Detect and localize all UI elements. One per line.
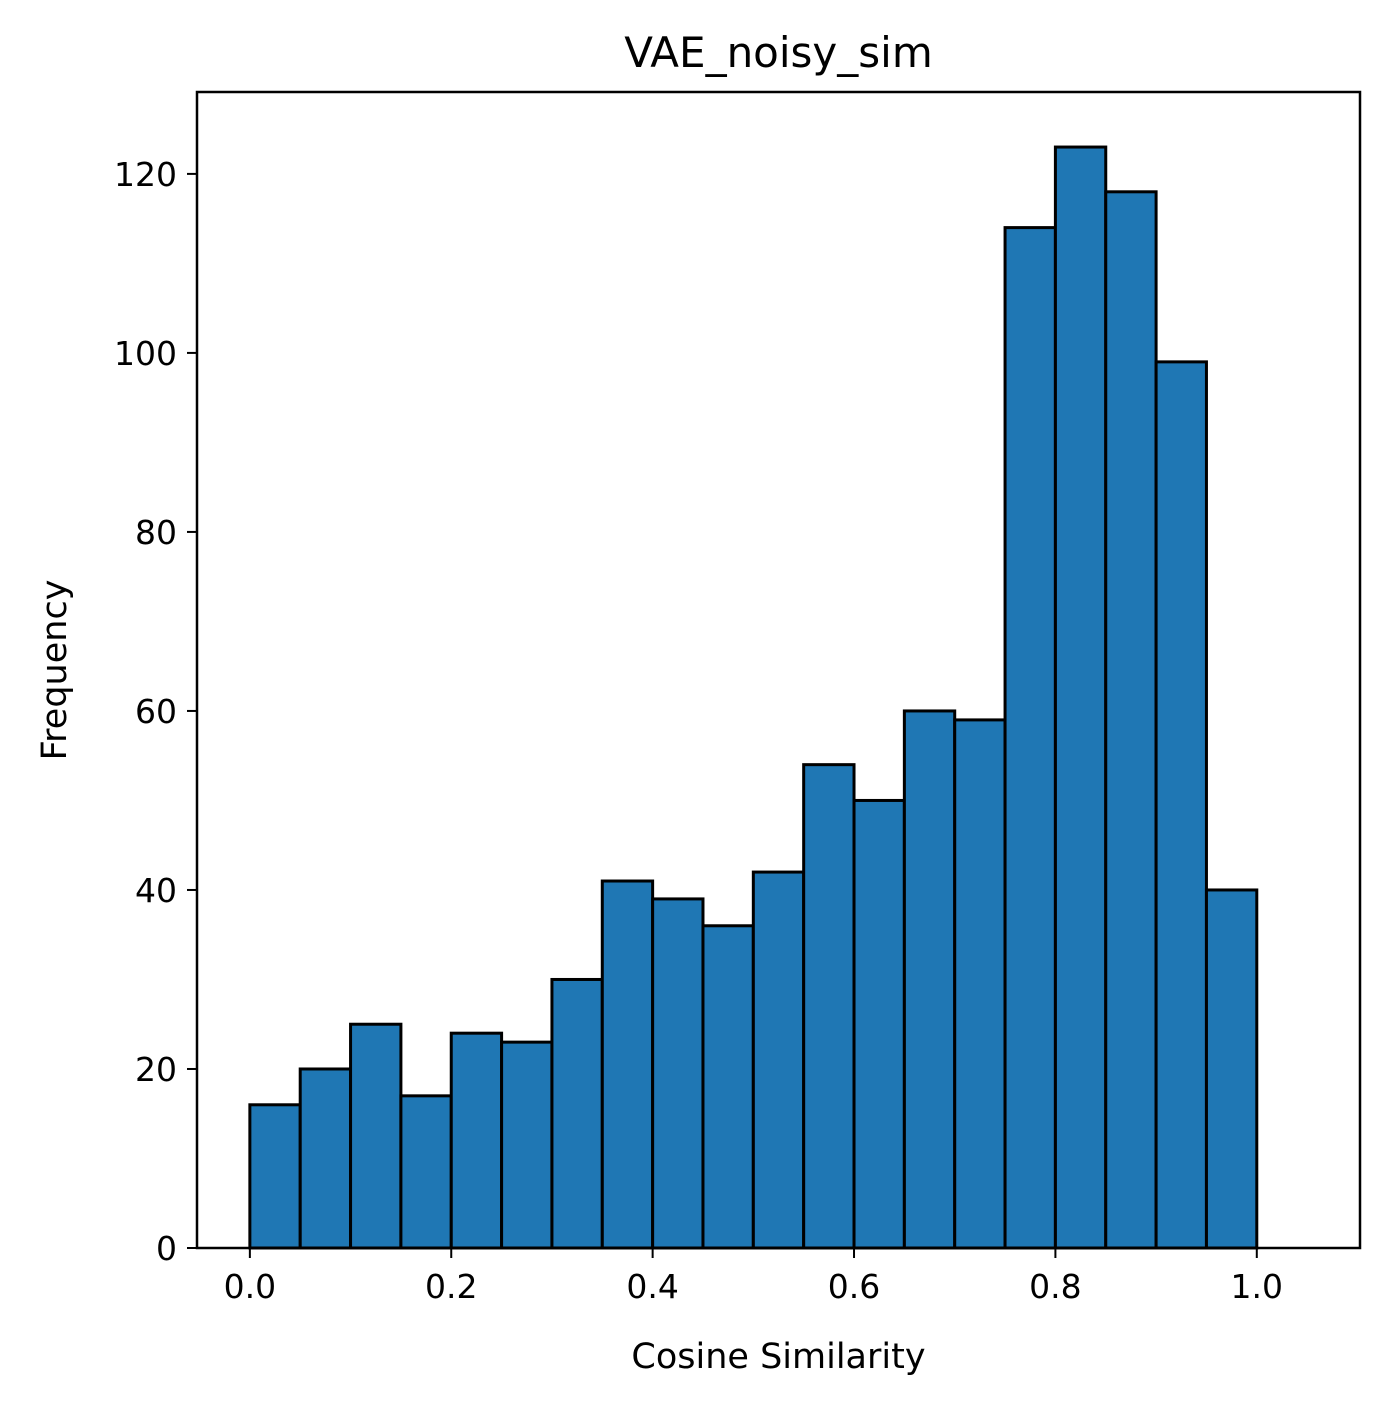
y-tick-label: 0: [156, 1229, 177, 1268]
histogram-bar: [1053, 145, 1108, 1250]
histogram-bar: [449, 1031, 504, 1250]
histogram-bar: [1154, 360, 1208, 1250]
y-tick-label: 20: [135, 1050, 177, 1089]
x-tick-label: 0.6: [828, 1267, 880, 1306]
x-ticks-group: 0.0 0.2 0.4 0.6 0.8 1.0: [224, 1248, 1283, 1306]
histogram-bar: [902, 709, 957, 1250]
x-axis-label: Cosine Similarity: [631, 1337, 925, 1377]
histogram-bar: [550, 977, 604, 1250]
histogram-bar: [1003, 226, 1057, 1250]
histogram-bar: [953, 718, 1007, 1250]
histogram-bar: [751, 870, 806, 1250]
x-tick-label: 0.2: [425, 1267, 477, 1306]
histogram-bar: [349, 1022, 403, 1250]
x-tick-label: 0.4: [626, 1267, 678, 1306]
histogram-bar: [852, 798, 906, 1250]
plot-frame: [195, 90, 1362, 1250]
histogram-bar: [701, 924, 755, 1250]
x-tick-label: 0.0: [224, 1267, 276, 1306]
bars-group: [248, 145, 1259, 1250]
histogram-bar: [1104, 190, 1158, 1250]
histogram-bar: [651, 897, 705, 1250]
y-axis-label: Frequency: [35, 580, 75, 761]
y-ticks-group: 0 20 40 60 80 100 120: [114, 155, 197, 1268]
y-tick-label: 120: [114, 155, 177, 194]
x-tick-label: 0.8: [1029, 1267, 1081, 1306]
histogram-bar: [248, 1103, 302, 1250]
y-tick-label: 100: [114, 334, 177, 373]
histogram-bar: [500, 1040, 554, 1250]
histogram-bar: [298, 1067, 353, 1250]
x-tick-label: 1.0: [1231, 1267, 1283, 1306]
chart-title: VAE_noisy_sim: [624, 28, 933, 77]
y-tick-label: 60: [135, 692, 177, 731]
histogram-bar: [600, 879, 655, 1250]
y-tick-label: 80: [135, 513, 177, 552]
y-tick-label: 40: [135, 871, 177, 910]
histogram-bar: [399, 1094, 453, 1250]
histogram-bar: [802, 763, 856, 1250]
histogram-bar: [1204, 888, 1259, 1250]
